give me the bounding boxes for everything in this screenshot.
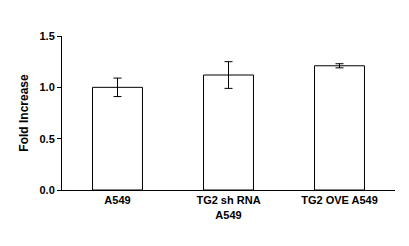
svg-text:Fold Increase: Fold Increase: [17, 74, 31, 152]
svg-text:TG2 sh RNAA549: TG2 sh RNAA549: [196, 194, 260, 220]
svg-text:0.0: 0.0: [40, 184, 55, 196]
svg-text:1.0: 1.0: [40, 81, 55, 93]
svg-text:A549: A549: [104, 194, 130, 206]
svg-text:TG2 OVE A549: TG2 OVE A549: [301, 194, 378, 206]
svg-text:1.5: 1.5: [40, 30, 55, 42]
svg-text:0.5: 0.5: [40, 133, 55, 145]
